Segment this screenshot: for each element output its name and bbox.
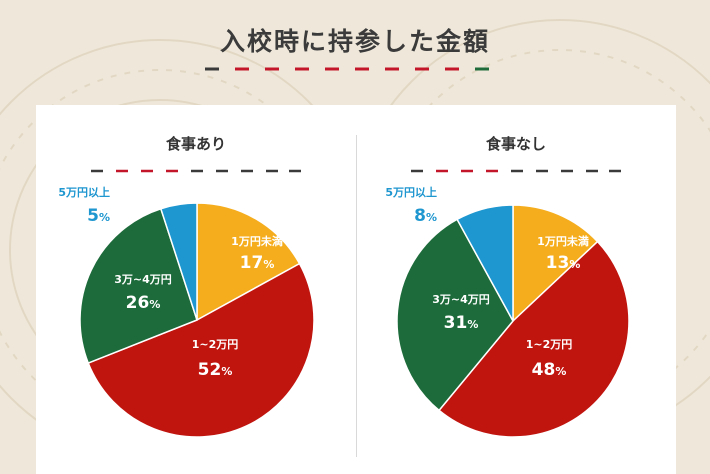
slice-label-30k-40k: 3万~4万円	[114, 273, 172, 286]
pie-panel-with-meals: 食事あり 1万円未満 17% 1~2万円 52% 3万~4万円 26% 5万円以上 5%	[36, 105, 356, 474]
slice-value-under-10k: 17%	[240, 253, 275, 273]
pie-slice-10k-20k	[87, 262, 315, 438]
slice-value-30k-40k: 31%	[444, 313, 479, 333]
chart-card: 食事あり 1万円未満 17% 1~2万円 52% 3万~4万円 26% 5万円以上 5% 食事…	[36, 105, 676, 474]
page-title: 入校時に持参した金額	[219, 27, 490, 56]
slice-label-10k-20k: 1~2万円	[192, 338, 239, 351]
slice-label-under-10k: 1万円未満	[231, 234, 283, 248]
title-divider	[205, 67, 489, 71]
pie-chart-without-meals: 1万円未満 13% 1~2万円 48% 3万~4万円 31% 5万円以上 8%	[385, 185, 630, 438]
slice-value-under-10k: 13%	[546, 253, 581, 273]
slice-value-10k-20k: 52%	[198, 360, 233, 380]
pie-slice-under-10k	[512, 204, 599, 323]
pie-slice-30k-40k	[79, 207, 198, 365]
slice-value-over-50k: 5%	[87, 206, 110, 226]
pie-title: 食事なし	[485, 135, 546, 153]
slice-value-10k-20k: 48%	[532, 360, 567, 380]
slice-label-10k-20k: 1~2万円	[526, 338, 573, 351]
pie-slice-over-50k	[159, 202, 198, 321]
panel-title-divider	[91, 169, 301, 173]
slice-value-30k-40k: 26%	[126, 293, 161, 313]
panel-title-divider	[411, 169, 621, 173]
slice-label-over-50k: 5万円以上	[58, 185, 110, 199]
pie-slice-over-50k	[456, 204, 514, 322]
pie-slice-30k-40k	[396, 218, 514, 412]
pie-chart-with-meals: 1万円未満 17% 1~2万円 52% 3万~4万円 26% 5万円以上 5%	[58, 185, 315, 438]
pie-slice-under-10k	[196, 202, 301, 322]
panel-divider	[356, 135, 357, 457]
slice-value-over-50k: 8%	[414, 206, 437, 226]
slice-label-30k-40k: 3万~4万円	[432, 293, 490, 306]
slice-label-under-10k: 1万円未満	[537, 234, 589, 248]
pie-title: 食事あり	[165, 135, 226, 153]
slice-label-over-50k: 5万円以上	[385, 185, 437, 199]
pie-slice-10k-20k	[438, 240, 630, 438]
pie-panel-without-meals: 食事なし 1万円未満 13% 1~2万円 48% 3万~4万円 31% 5万円以上 8%	[356, 105, 676, 474]
